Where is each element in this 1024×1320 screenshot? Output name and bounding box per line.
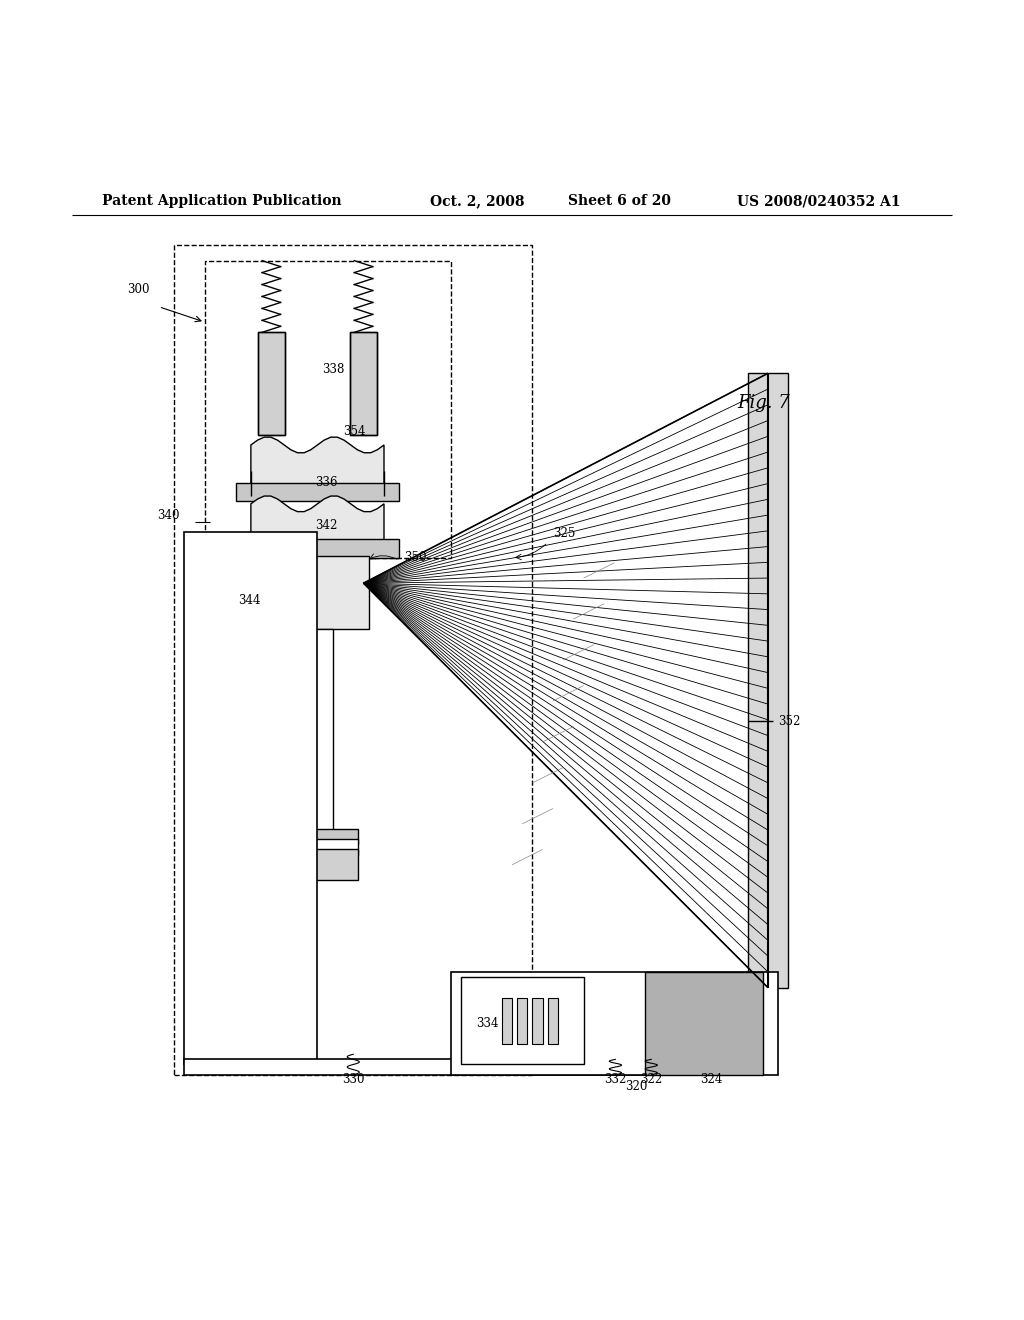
Bar	[461, 977, 584, 1064]
Text: Patent Application Publication: Patent Application Publication	[102, 194, 342, 209]
Bar	[236, 483, 399, 502]
Text: 340: 340	[157, 508, 179, 521]
Text: 342: 342	[315, 519, 338, 532]
Text: 338: 338	[323, 363, 345, 376]
Text: 320: 320	[625, 1080, 647, 1093]
Bar	[302, 630, 333, 834]
Bar	[748, 374, 788, 987]
Bar	[184, 1060, 758, 1074]
Text: 332: 332	[604, 1073, 627, 1086]
Bar	[258, 333, 285, 434]
Text: 344: 344	[239, 594, 261, 607]
Text: 350: 350	[404, 550, 427, 564]
Bar	[502, 998, 512, 1044]
Bar	[184, 532, 317, 1064]
Text: Fig. 7: Fig. 7	[737, 393, 791, 412]
Text: 322: 322	[640, 1073, 663, 1086]
Bar	[645, 973, 763, 1074]
Bar	[532, 998, 543, 1044]
Text: 300: 300	[127, 284, 150, 297]
Bar	[451, 973, 778, 1074]
Bar	[276, 829, 358, 845]
Text: 324: 324	[700, 1073, 723, 1086]
Bar	[350, 333, 377, 434]
Polygon shape	[251, 437, 384, 504]
Polygon shape	[251, 496, 384, 558]
Bar	[174, 246, 532, 1074]
Text: 354: 354	[343, 425, 366, 438]
Text: Sheet 6 of 20: Sheet 6 of 20	[568, 194, 672, 209]
Bar	[517, 998, 527, 1044]
Text: 330: 330	[342, 1073, 365, 1086]
Text: Oct. 2, 2008: Oct. 2, 2008	[430, 194, 524, 209]
Text: 325: 325	[553, 527, 575, 540]
Bar	[307, 850, 358, 880]
Text: 352: 352	[778, 715, 801, 727]
Bar	[276, 840, 358, 854]
Text: 336: 336	[315, 477, 338, 488]
Bar	[258, 333, 285, 434]
Bar	[350, 333, 377, 434]
Bar	[266, 556, 369, 630]
Bar	[205, 260, 451, 557]
Text: US 2008/0240352 A1: US 2008/0240352 A1	[737, 194, 901, 209]
Text: 334: 334	[476, 1016, 499, 1030]
Bar	[236, 539, 399, 557]
Bar	[548, 998, 558, 1044]
